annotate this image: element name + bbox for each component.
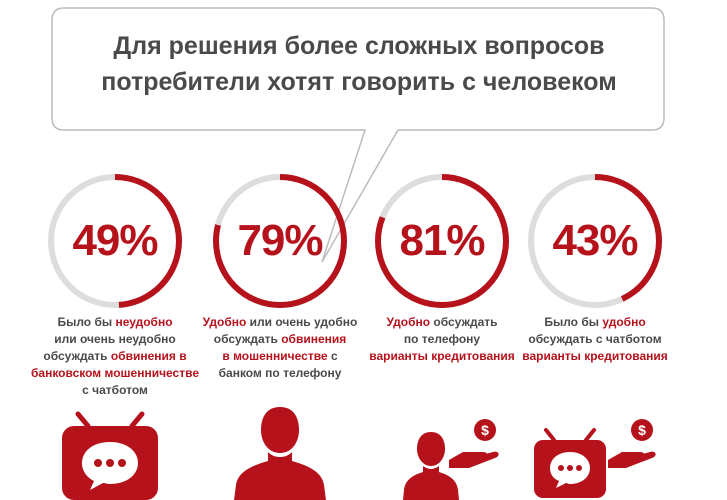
caption-line: Было бы неудобно — [25, 314, 205, 331]
caption-text: обсуждать — [213, 332, 282, 346]
stat-gauge-2: 79% — [209, 170, 351, 312]
stat-gauge-4: 43% — [524, 170, 666, 312]
stat-caption-4: Было бы удобно обсуждать с чатботом вариан… — [505, 314, 685, 365]
caption-text: с чатботом — [82, 383, 148, 397]
ring-progress — [375, 174, 509, 308]
caption-text: или очень неудобно — [54, 332, 176, 346]
svg-text:$: $ — [481, 422, 489, 438]
headline-line-2: потребители хотят говорить с человеком — [101, 68, 617, 96]
stat-caption-3: Удобно обсуждать по телефону варианты кред… — [352, 314, 532, 365]
caption-highlight: в мошенничестве — [222, 349, 328, 363]
caption-line: Удобно или очень удобно — [190, 314, 370, 331]
chat-bot-with-money-icon: $ — [534, 419, 656, 498]
caption-line: обсуждать обвинения в — [25, 348, 205, 365]
caption-line: в мошенничестве с — [190, 348, 370, 365]
stat-caption-2: Удобно или очень удобно обсуждать обвинен… — [190, 314, 370, 382]
stat-percent: 81% — [399, 216, 485, 265]
caption-highlight: обвинения в — [110, 349, 187, 363]
caption-highlight: удобно — [602, 315, 646, 329]
chat-bot-icon — [62, 411, 158, 500]
ring-progress — [213, 174, 347, 308]
caption-highlight: неудобно — [115, 315, 173, 329]
caption-highlight: обвинения — [281, 332, 347, 346]
caption-line: или очень неудобно — [25, 331, 205, 348]
caption-highlight: варианты кредитования — [369, 349, 515, 363]
stat-percent: 49% — [72, 216, 158, 265]
ring-progress — [48, 174, 182, 308]
caption-line: Удобно обсуждать — [352, 314, 532, 331]
caption-line: банком по телефону — [190, 365, 370, 382]
caption-text: обсуждать с чатботом — [528, 332, 662, 346]
caption-line: по телефону — [352, 331, 532, 348]
stat-gauge-1: 49% — [44, 170, 186, 312]
caption-line: варианты кредитования — [505, 348, 685, 365]
caption-line: банковском мошенничестве — [25, 365, 205, 382]
stat-caption-1: Было бы неудобно или очень неудобно обсужд… — [25, 314, 205, 399]
ring-progress — [528, 174, 662, 308]
svg-text:$: $ — [638, 422, 646, 438]
caption-text: Было бы — [57, 315, 116, 329]
caption-line: обсуждать обвинения — [190, 331, 370, 348]
caption-text: по телефону — [403, 332, 481, 346]
caption-line: варианты кредитования — [352, 348, 532, 365]
caption-highlight: Удобно — [202, 315, 247, 329]
caption-highlight: Удобно — [386, 315, 431, 329]
caption-highlight: банковском мошенничестве — [30, 366, 200, 380]
caption-line: обсуждать с чатботом — [505, 331, 685, 348]
headline: Для решения более сложных вопросов потре… — [56, 28, 662, 100]
caption-line: Было бы удобно — [505, 314, 685, 331]
caption-text: обсуждать — [43, 349, 111, 363]
caption-text: банком по телефону — [218, 366, 342, 380]
caption-highlight: варианты кредитования — [522, 349, 668, 363]
person-with-money-icon: $ — [403, 419, 499, 500]
stat-percent: 43% — [552, 216, 638, 265]
person-icon — [234, 407, 326, 500]
stat-gauge-3: 81% — [371, 170, 513, 312]
caption-text: или очень удобно — [246, 315, 358, 329]
headline-line-1: Для решения более сложных вопросов — [113, 32, 605, 60]
caption-text: с — [327, 349, 338, 363]
caption-line: с чатботом — [25, 382, 205, 399]
caption-text: обсуждать — [430, 315, 498, 329]
stat-percent: 79% — [237, 216, 323, 265]
caption-text: Было бы — [544, 315, 603, 329]
